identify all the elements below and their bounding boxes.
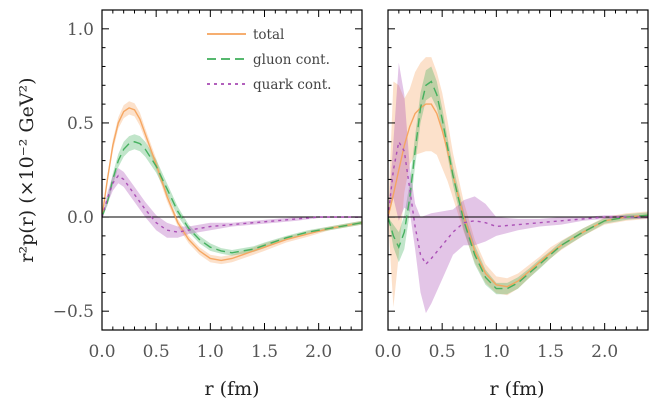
legend-label-total: total bbox=[253, 27, 284, 43]
x-tick-label: 2.0 bbox=[591, 342, 618, 362]
line-gluon-panel-1 bbox=[388, 80, 648, 290]
line-quark-panel-0 bbox=[102, 174, 362, 233]
band-total-panel-1 bbox=[388, 57, 648, 308]
band-gluon-panel-0 bbox=[102, 134, 362, 256]
plot-frame-panel-0 bbox=[101, 9, 363, 331]
y-tick-label: −0.5 bbox=[53, 302, 94, 322]
x-tick-label: 2.0 bbox=[305, 342, 332, 362]
line-quark-panel-1 bbox=[388, 139, 648, 266]
x-tick-label: 1.0 bbox=[197, 342, 224, 362]
legend-label-gluon: gluon cont. bbox=[253, 52, 330, 68]
legend-label-quark: quark cont. bbox=[253, 77, 331, 93]
x-tick-label: 0.0 bbox=[374, 342, 401, 362]
band-quark-panel-0 bbox=[102, 168, 362, 238]
x-axis-label-right: r (fm) bbox=[490, 378, 545, 400]
y-tick-label: 0.5 bbox=[67, 114, 94, 134]
x-tick-label: 0.5 bbox=[429, 342, 456, 362]
line-total-panel-0 bbox=[102, 107, 362, 262]
x-tick-label: 1.5 bbox=[251, 342, 278, 362]
legend: total gluon cont. quark cont. bbox=[207, 27, 331, 93]
x-axis-label-left: r (fm) bbox=[205, 378, 260, 400]
band-total-panel-0 bbox=[102, 101, 362, 265]
x-tick-label: 1.5 bbox=[537, 342, 564, 362]
plot-frame-panel-1 bbox=[387, 9, 649, 331]
left-panel: 0.0 0.5 1.0 1.5 2.0 −0.5 0.0 0.5 1.0 bbox=[53, 9, 363, 362]
x-tick-label: 0.0 bbox=[88, 342, 115, 362]
y-tick-label: 1.0 bbox=[67, 20, 94, 40]
band-quark-panel-1 bbox=[388, 62, 648, 314]
x-tick-label: 0.5 bbox=[143, 342, 170, 362]
x-tick-label: 1.0 bbox=[483, 342, 510, 362]
right-panel: 0.0 0.5 1.0 1.5 2.0 bbox=[374, 9, 649, 362]
y-tick-label: 0.0 bbox=[67, 208, 94, 228]
y-axis-label: r²p(r) (×10⁻² GeV²) bbox=[16, 77, 38, 262]
